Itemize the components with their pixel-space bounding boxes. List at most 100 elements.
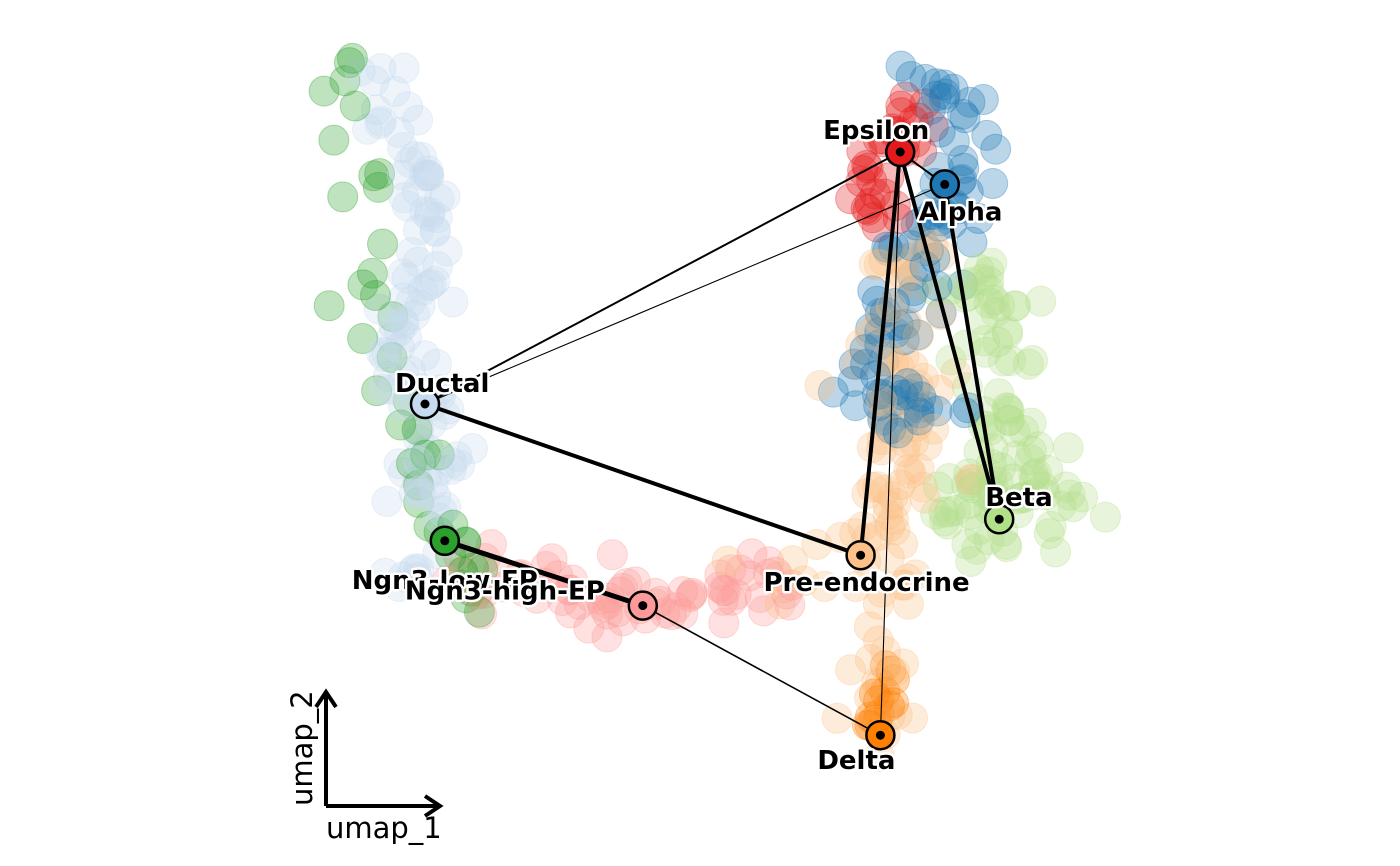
- cell-point-epsilon: [835, 183, 867, 215]
- cell-point-delta: [879, 664, 911, 696]
- cell-point-alpha: [878, 385, 910, 417]
- cell-point-ductal: [398, 477, 430, 509]
- cell-point-ngn3high: [508, 575, 540, 607]
- cell-point-beta: [966, 263, 998, 295]
- cell-point-ngn3low: [308, 75, 340, 107]
- axis-indicator: umap_1 umap_2: [285, 688, 444, 845]
- cell-point-ductal: [367, 373, 399, 405]
- cell-point-ductal: [365, 336, 397, 368]
- cell-point-ductal: [388, 182, 420, 214]
- cell-point-ductal: [401, 562, 433, 594]
- cell-point-epsilon: [897, 105, 929, 137]
- cell-point-epsilon: [885, 97, 917, 129]
- cell-point-beta: [993, 404, 1025, 436]
- cell-point-ductal: [423, 455, 455, 487]
- cell-point-preendo: [887, 528, 919, 560]
- cell-point-alpha: [868, 345, 900, 377]
- cell-point-preendo: [875, 291, 907, 323]
- cell-point-ngn3high: [676, 579, 708, 611]
- edge-ngn3high-delta: [641, 604, 882, 737]
- node-label-preendo: Pre-endocrine: [763, 568, 969, 598]
- cell-point-alpha: [893, 378, 925, 410]
- cell-point-ngn3high: [748, 595, 780, 627]
- cell-point-beta: [963, 253, 995, 285]
- cell-point-alpha: [963, 202, 995, 234]
- cell-point-preendo: [854, 318, 886, 350]
- cell-point-beta: [953, 458, 985, 490]
- cell-point-beta: [1018, 459, 1050, 491]
- cell-point-delta: [869, 676, 901, 708]
- cell-point-ductal: [388, 358, 420, 390]
- cell-point-ngn3low: [395, 448, 427, 480]
- cell-point-ductal: [413, 270, 445, 302]
- cell-point-preendo: [901, 410, 933, 442]
- cell-point-ductal: [421, 202, 453, 234]
- cell-point-ngn3high: [573, 612, 605, 644]
- cell-point-ngn3high: [536, 543, 568, 575]
- cell-point-ngn3high: [676, 577, 708, 609]
- cell-point-ngn3high: [591, 621, 623, 653]
- cell-point-preendo: [901, 269, 933, 301]
- cell-point-ngn3high: [488, 571, 520, 603]
- cell-point-beta: [991, 315, 1023, 347]
- cell-point-beta: [999, 416, 1031, 448]
- node-center-ngn3high: [638, 601, 648, 611]
- cell-point-beta: [991, 318, 1023, 350]
- cell-point-ngn3high: [461, 578, 493, 610]
- cell-point-beta: [1015, 407, 1047, 439]
- cell-point-ductal: [387, 561, 419, 593]
- cell-point-alpha: [888, 324, 920, 356]
- cell-point-ngn3low: [403, 486, 435, 518]
- edge-ductal-preendo: [423, 402, 863, 558]
- cell-point-beta: [922, 471, 954, 503]
- cell-point-ngn3high: [753, 558, 785, 590]
- cell-point-epsilon: [846, 135, 878, 167]
- cell-point-preendo: [886, 248, 918, 280]
- cell-point-ngn3high: [655, 599, 687, 631]
- cell-point-ductal: [413, 160, 445, 192]
- cell-point-beta: [1029, 479, 1061, 511]
- cell-point-alpha: [895, 282, 927, 314]
- cell-point-alpha: [889, 308, 921, 340]
- cell-point-ngn3high: [707, 584, 739, 616]
- cell-point-ngn3low: [410, 439, 442, 471]
- cell-point-ductal: [421, 250, 453, 282]
- cell-point-beta: [1035, 510, 1067, 542]
- edge-ductal-epsilon: [424, 151, 902, 405]
- cell-point-preendo: [892, 588, 924, 620]
- cell-point-beta: [1032, 454, 1064, 486]
- node-center-preendo: [856, 550, 866, 560]
- cell-point-alpha: [915, 93, 947, 125]
- cell-point-preendo: [918, 413, 950, 445]
- cell-point-alpha: [923, 205, 955, 237]
- cell-point-beta: [920, 498, 952, 530]
- cell-point-ngn3high: [736, 538, 768, 570]
- cell-point-ngn3low: [359, 279, 391, 311]
- cell-point-preendo: [865, 434, 897, 466]
- cell-point-beta: [1019, 465, 1051, 497]
- cell-point-beta: [980, 296, 1012, 328]
- cell-point-beta: [1008, 415, 1040, 447]
- edge-epsilon-beta: [898, 150, 1002, 522]
- cell-point-epsilon: [857, 202, 889, 234]
- node-label-alpha: Alpha: [919, 197, 1003, 227]
- cell-point-ductal: [441, 441, 473, 473]
- cell-point-preendo: [886, 569, 918, 601]
- cell-point-preendo: [878, 656, 910, 688]
- cell-point-preendo: [895, 457, 927, 489]
- cell-point-ductal: [399, 141, 431, 173]
- cell-point-preendo: [897, 350, 929, 382]
- cell-point-preendo: [854, 682, 886, 714]
- cell-point-beta: [984, 290, 1016, 322]
- cell-point-preendo: [888, 341, 920, 373]
- cell-point-beta: [1022, 431, 1054, 463]
- cell-point-beta: [928, 496, 960, 528]
- cell-point-ngn3high: [521, 582, 553, 614]
- cell-point-alpha: [980, 133, 1012, 165]
- edge-alpha-beta: [942, 182, 1002, 522]
- cell-point-ductal: [392, 91, 424, 123]
- cell-point-ngn3low: [457, 552, 489, 584]
- cell-point-alpha: [949, 102, 981, 134]
- cell-point-ductal: [436, 447, 468, 479]
- node-label-epsilon: Epsilon: [823, 116, 929, 146]
